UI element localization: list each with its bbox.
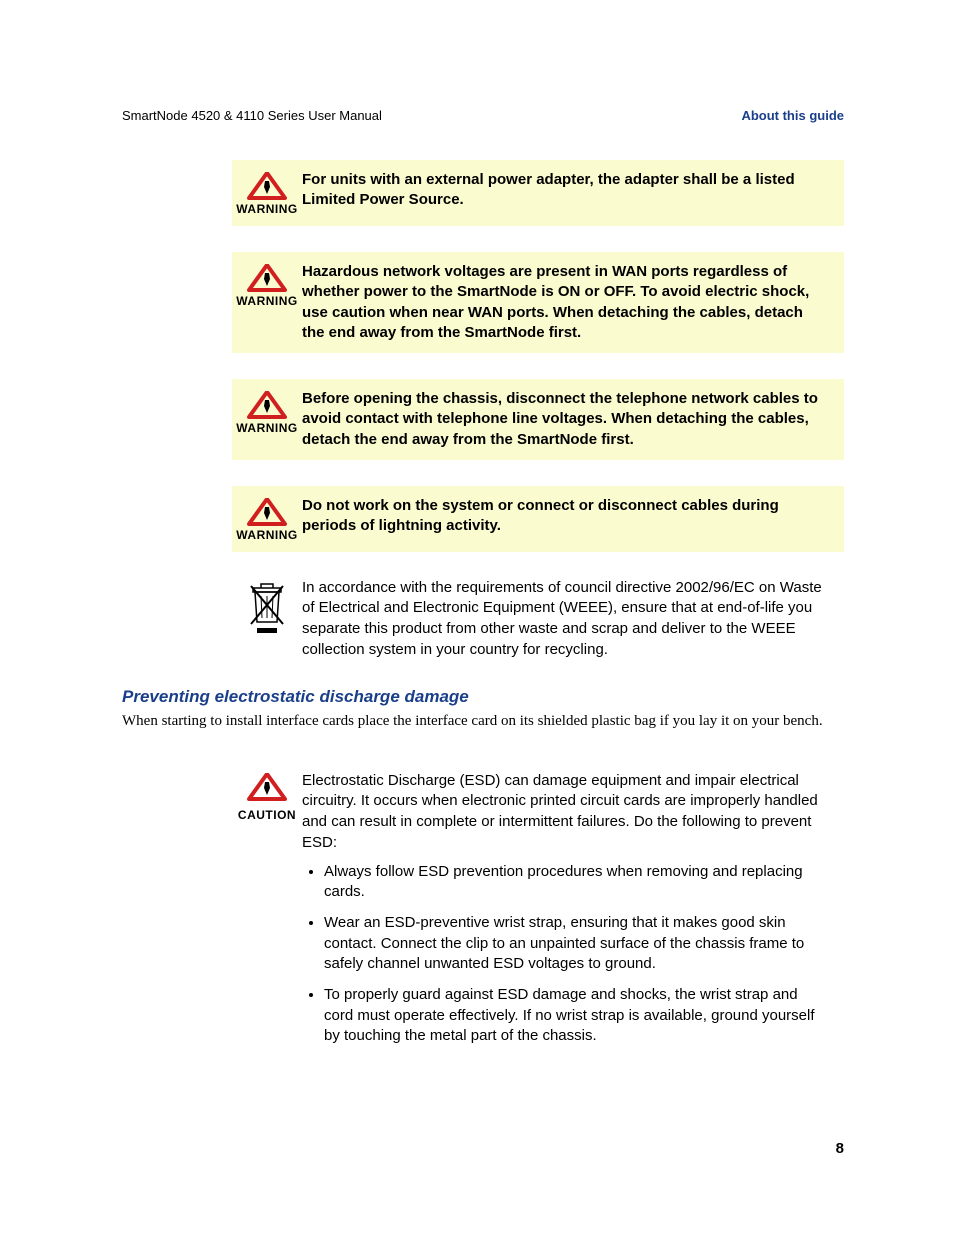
warning-text: Hazardous network voltages are present i… (302, 262, 826, 343)
warning-text: Do not work on the system or connect or … (302, 496, 826, 537)
warning-text: Before opening the chassis, disconnect t… (302, 389, 826, 450)
section-paragraph: When starting to install interface cards… (122, 711, 844, 731)
warning-block: WARNING Hazardous network voltages are p… (232, 252, 844, 353)
page-content: WARNING For units with an external power… (122, 160, 844, 1057)
caution-icon-column: CAUTION (232, 771, 302, 822)
warning-triangle-icon (247, 172, 287, 200)
warning-icon-column: WARNING (232, 262, 302, 308)
warning-label: WARNING (232, 202, 302, 216)
list-item: Always follow ESD prevention procedures … (324, 862, 826, 903)
list-item: Wear an ESD-preventive wrist strap, ensu… (324, 913, 826, 975)
warning-triangle-icon (247, 264, 287, 292)
warning-label: WARNING (232, 421, 302, 435)
warning-block: WARNING Do not work on the system or con… (232, 486, 844, 552)
caution-text-container: Electrostatic Discharge (ESD) can damage… (302, 771, 826, 1057)
warning-block: WARNING For units with an external power… (232, 160, 844, 226)
page-number: 8 (836, 1140, 844, 1157)
weee-info-block: In accordance with the requirements of c… (232, 578, 844, 661)
caution-bullet-list: Always follow ESD prevention procedures … (302, 862, 826, 1048)
caution-intro-text: Electrostatic Discharge (ESD) can damage… (302, 771, 826, 854)
warning-text: For units with an external power adapter… (302, 170, 826, 211)
section-heading: Preventing electrostatic discharge damag… (122, 687, 844, 707)
caution-triangle-icon (247, 773, 287, 801)
list-item: To properly guard against ESD damage and… (324, 985, 826, 1047)
warning-icon-column: WARNING (232, 389, 302, 435)
warning-icon-column: WARNING (232, 170, 302, 216)
weee-text: In accordance with the requirements of c… (302, 578, 826, 661)
header-right-link[interactable]: About this guide (741, 108, 844, 123)
page-header: SmartNode 4520 & 4110 Series User Manual… (122, 108, 844, 123)
caution-block: CAUTION Electrostatic Discharge (ESD) ca… (232, 771, 844, 1057)
header-left-text: SmartNode 4520 & 4110 Series User Manual (122, 108, 382, 123)
warning-label: WARNING (232, 528, 302, 542)
warning-icon-column: WARNING (232, 496, 302, 542)
weee-icon-column (232, 578, 302, 641)
page: SmartNode 4520 & 4110 Series User Manual… (0, 0, 954, 1235)
warning-triangle-icon (247, 391, 287, 419)
warning-block: WARNING Before opening the chassis, disc… (232, 379, 844, 460)
warning-triangle-icon (247, 498, 287, 526)
warning-label: WARNING (232, 294, 302, 308)
weee-bin-icon (247, 582, 287, 636)
caution-label: CAUTION (232, 808, 302, 822)
